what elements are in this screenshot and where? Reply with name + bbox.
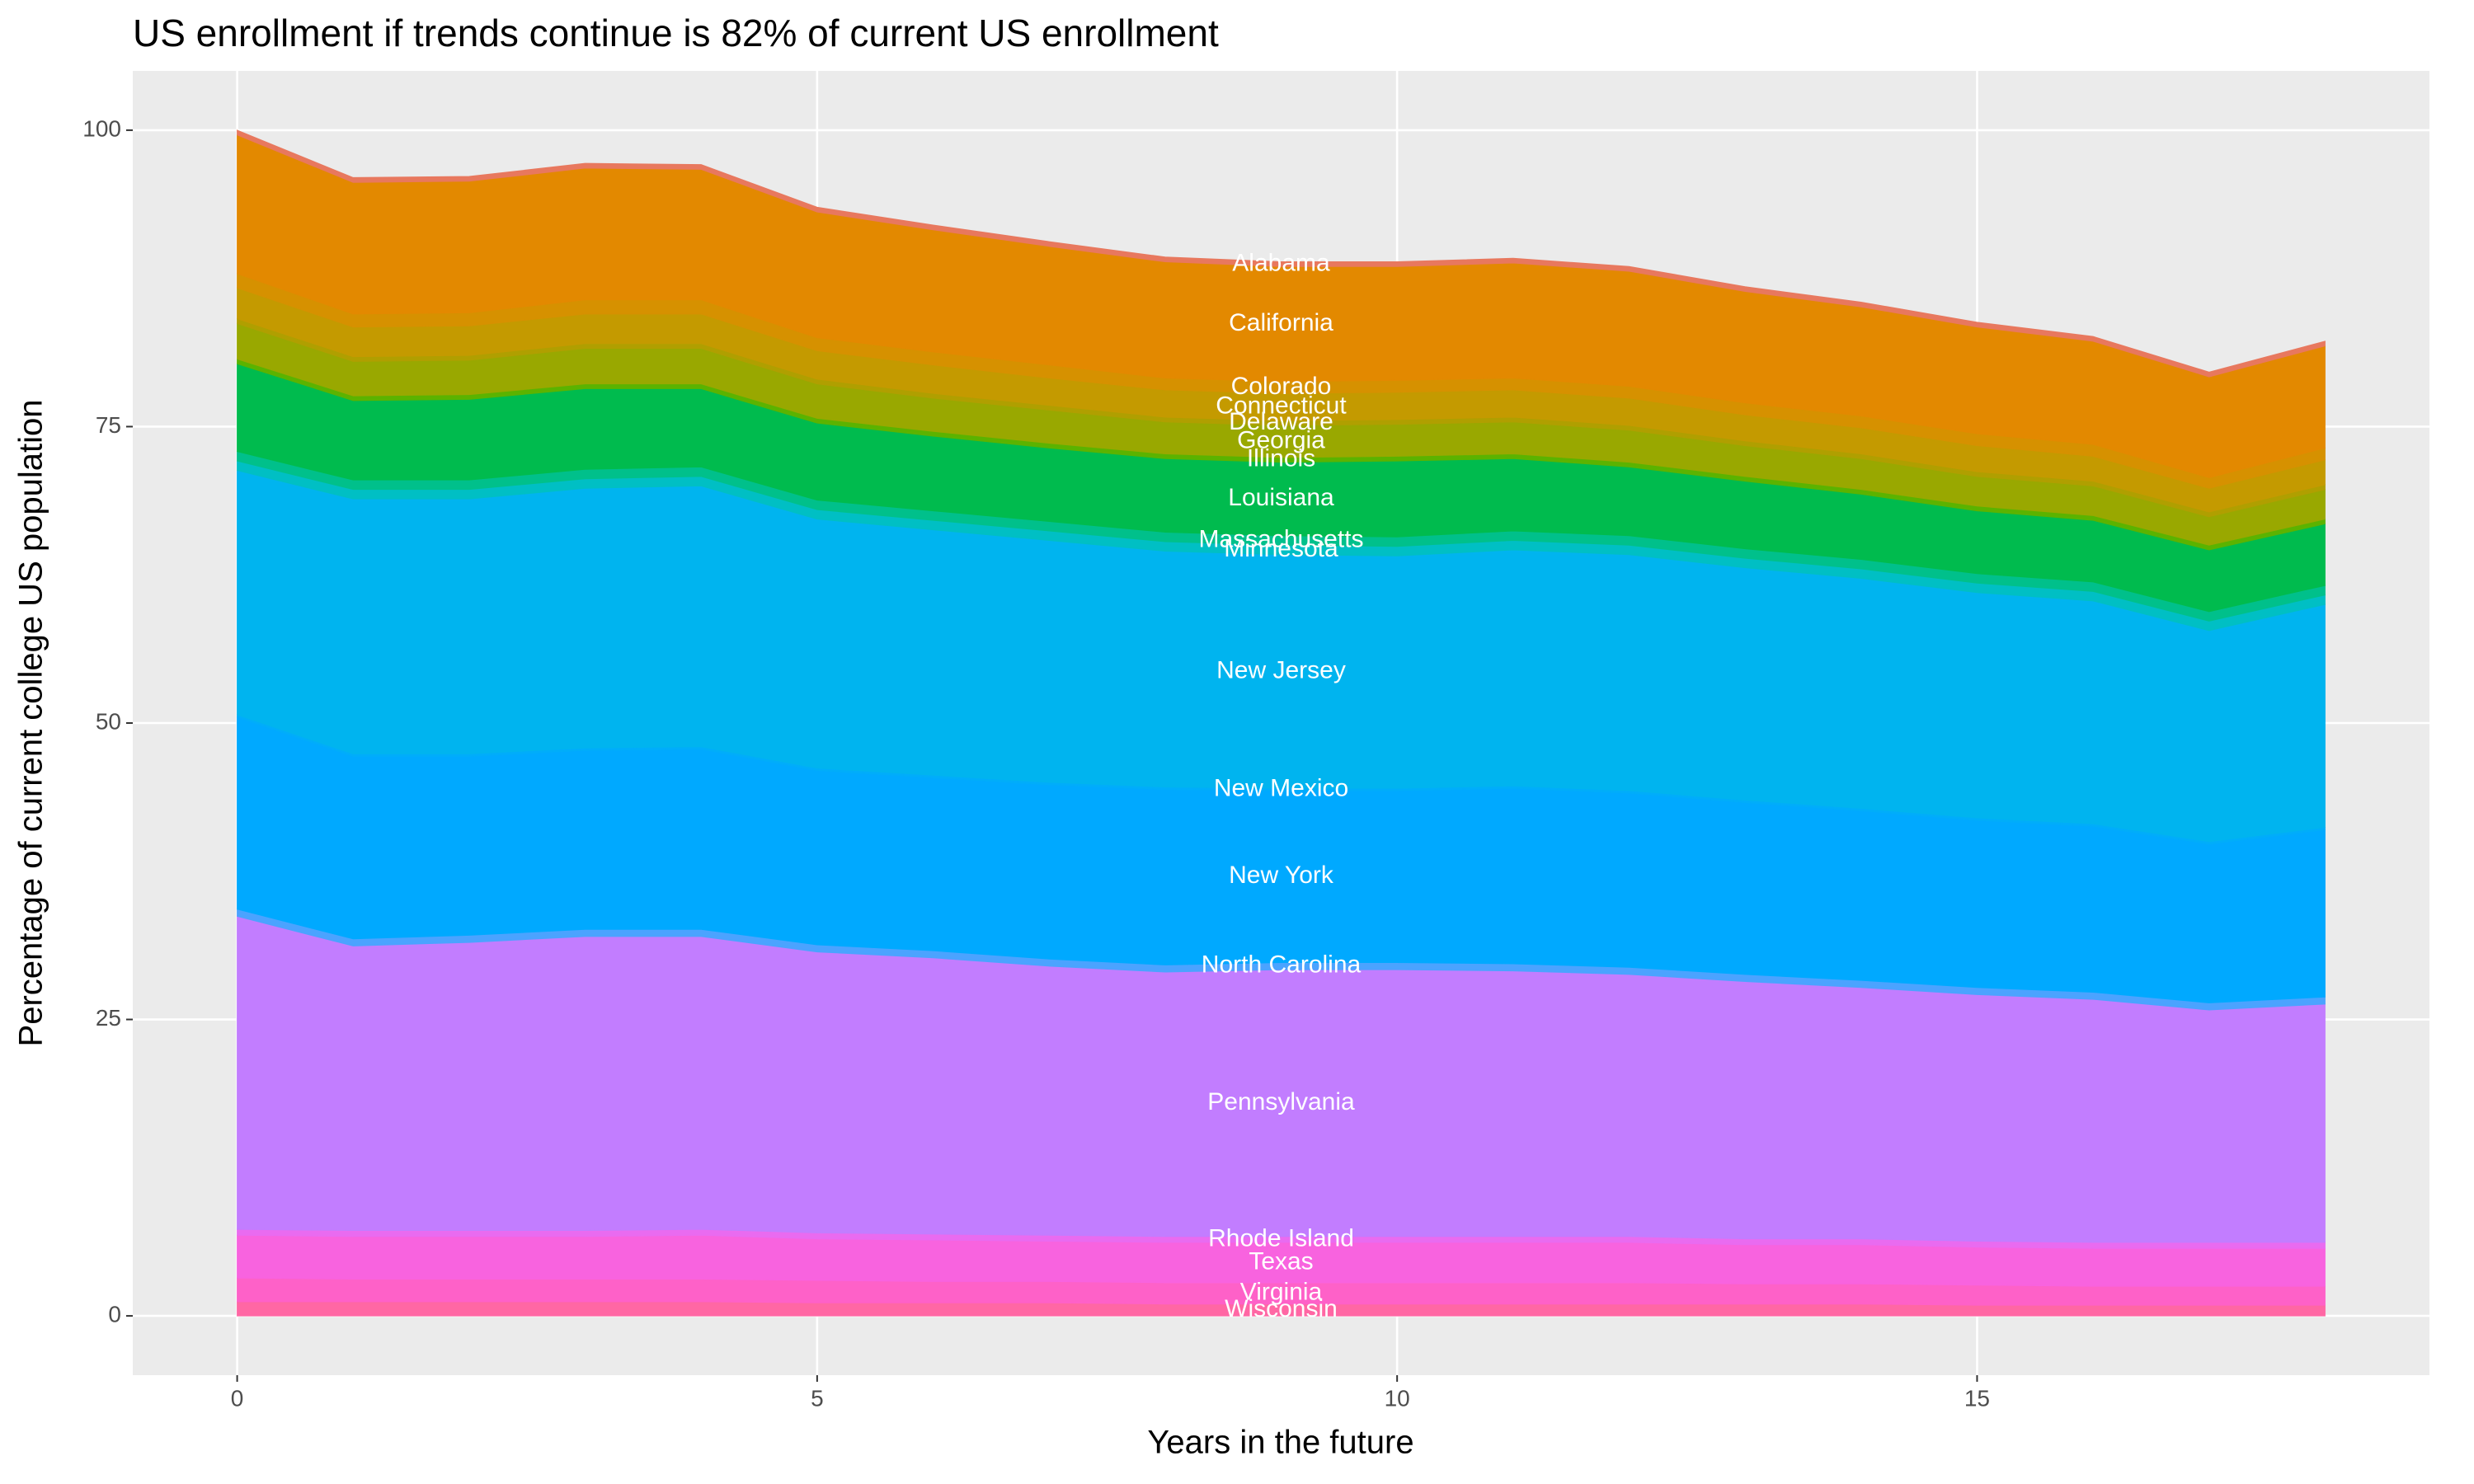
area-label: California	[1229, 309, 1333, 336]
area-label: New York	[1229, 862, 1334, 889]
area-label: Virginia	[1240, 1279, 1323, 1306]
x-axis-title: Years in the future	[1147, 1425, 1413, 1461]
y-tick-label: 0	[108, 1301, 121, 1327]
area-label: New Jersey	[1216, 656, 1346, 683]
area-label: Minnesota	[1224, 535, 1338, 562]
y-tick-label: 75	[96, 412, 121, 438]
area-label: Texas	[1249, 1247, 1313, 1275]
y-tick-label: 100	[82, 115, 121, 141]
area-label: Delaware	[1229, 408, 1333, 435]
x-tick-label: 5	[811, 1385, 824, 1411]
axes: 0 25 50 75 100 0 5 10 15	[82, 115, 1990, 1411]
area-label: Illinois	[1247, 445, 1315, 472]
area-label: North Carolina	[1202, 951, 1362, 979]
area-label: Pennsylvania	[1207, 1088, 1355, 1115]
area-label: Massachusetts	[1198, 525, 1363, 552]
chart-title: US enrollment if trends continue is 82% …	[133, 12, 1219, 54]
x-tick-label: 0	[231, 1385, 244, 1411]
area-label: Louisiana	[1228, 484, 1334, 511]
areas	[237, 129, 2326, 1317]
y-tick-label: 50	[96, 708, 121, 734]
area-label: Wisconsin	[1225, 1295, 1338, 1322]
y-tick-label: 25	[96, 1005, 121, 1031]
area-label: Rhode Island	[1208, 1224, 1354, 1252]
area-label: Alabama	[1232, 249, 1330, 276]
area	[237, 129, 2326, 378]
area-label: New Mexico	[1214, 774, 1348, 801]
x-tick-label: 10	[1385, 1385, 1410, 1411]
area-label: Georgia	[1237, 426, 1325, 453]
x-tick-label: 15	[1964, 1385, 1990, 1411]
y-axis-title: Percentage of current college US populat…	[13, 400, 49, 1047]
area-label: Colorado	[1231, 373, 1332, 400]
area-label: Connecticut	[1216, 392, 1347, 420]
